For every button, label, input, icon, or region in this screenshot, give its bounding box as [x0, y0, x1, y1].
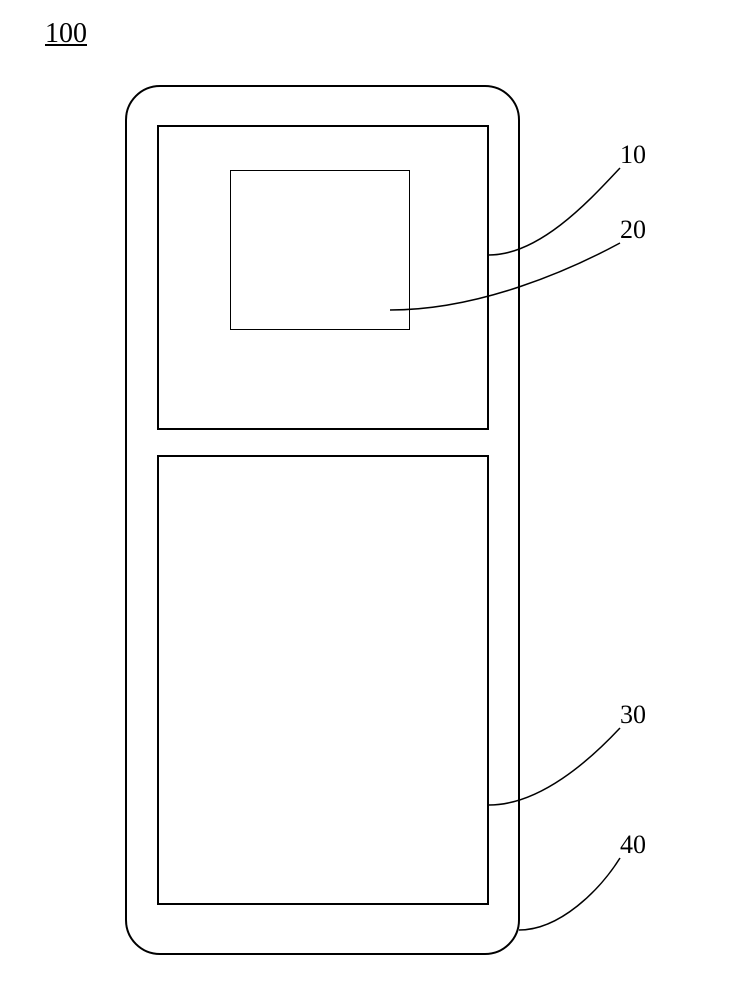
- callout-label-40: 40: [620, 830, 646, 860]
